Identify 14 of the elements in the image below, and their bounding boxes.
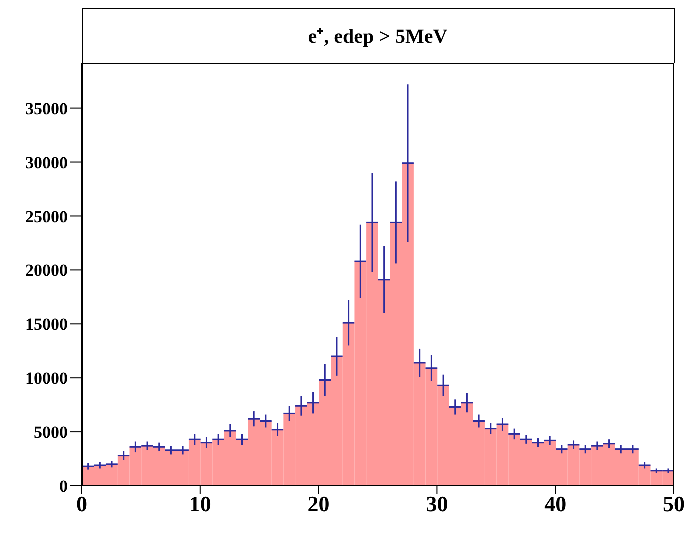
x-tick-label: 50 <box>663 492 685 517</box>
x-tick-label: 0 <box>76 492 88 517</box>
x-tick-label: 30 <box>426 492 448 517</box>
y-tick-label: 5000 <box>34 423 68 442</box>
y-tick-label: 25000 <box>26 207 68 226</box>
y-tick-label: 0 <box>60 477 68 496</box>
y-tick-label: 15000 <box>26 315 68 334</box>
y-tick-label: 35000 <box>26 99 68 118</box>
y-tick-label: 20000 <box>26 261 68 280</box>
y-tick-label: 10000 <box>26 369 68 388</box>
x-tick-label: 40 <box>544 492 567 517</box>
x-tick-label: 20 <box>308 492 330 517</box>
x-tick-label: 10 <box>189 492 212 517</box>
y-tick-label: 30000 <box>26 153 68 172</box>
